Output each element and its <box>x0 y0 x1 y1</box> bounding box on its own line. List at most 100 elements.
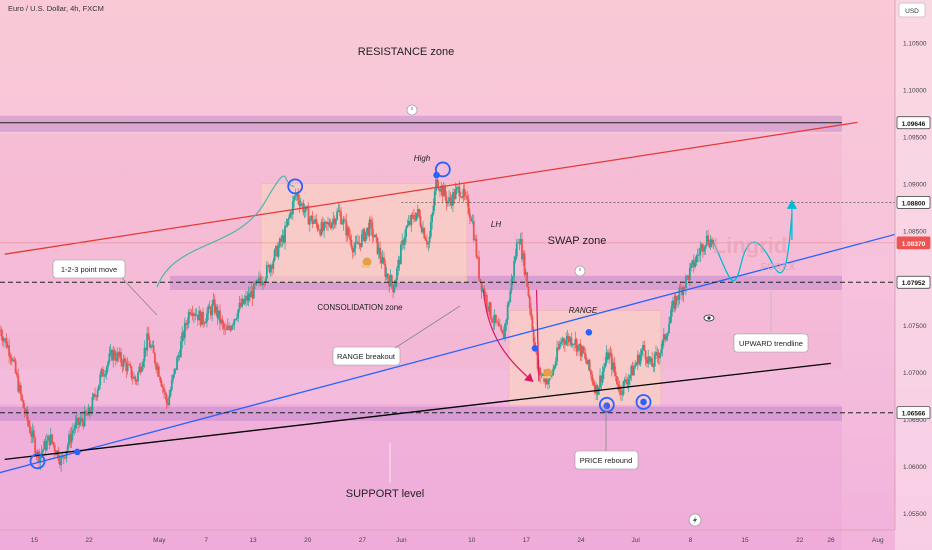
candle <box>182 330 185 342</box>
candle <box>587 359 590 371</box>
candle <box>349 229 352 245</box>
price-tick-label: 1.07500 <box>903 323 927 330</box>
candle <box>350 234 353 250</box>
candle <box>405 225 408 243</box>
time-axis: 15 22 May 7 13 20 27 Jun 10 17 24 Jul 8 15 22 26 Aug <box>31 537 884 544</box>
upward-trendline <box>0 233 896 474</box>
candle <box>13 356 16 363</box>
candle <box>625 373 627 385</box>
candle <box>498 319 501 327</box>
candle <box>222 321 225 335</box>
candle <box>264 276 267 286</box>
candle <box>636 350 639 371</box>
candle <box>241 294 244 309</box>
candle <box>368 216 371 241</box>
candle <box>370 215 372 229</box>
candle <box>168 389 171 406</box>
candle <box>49 427 52 446</box>
candle <box>632 362 635 376</box>
candle <box>431 212 434 230</box>
candle <box>505 318 508 331</box>
candle <box>82 418 85 430</box>
candle <box>556 340 558 366</box>
candle <box>221 315 224 330</box>
candle <box>355 235 358 244</box>
candle <box>657 349 660 365</box>
candle <box>509 288 512 303</box>
candle <box>70 426 73 448</box>
candle <box>213 294 216 315</box>
candle <box>19 382 22 401</box>
candle <box>445 191 448 211</box>
candle <box>0 326 3 340</box>
alert-clock-icon-2[interactable] <box>574 265 586 277</box>
price-level-tag-label: 1.08370 <box>902 241 926 248</box>
candle <box>75 413 78 429</box>
candle <box>649 356 652 365</box>
candle <box>187 309 190 329</box>
candle <box>68 430 70 449</box>
candle <box>196 314 199 326</box>
currency-label: USD <box>905 8 919 15</box>
time-tick-label: May <box>153 537 166 544</box>
candle <box>457 185 460 193</box>
candle <box>170 374 173 392</box>
lightning-icon[interactable] <box>688 513 702 527</box>
trend-touch-2 <box>531 345 539 352</box>
candle <box>30 427 33 444</box>
candle <box>278 237 281 248</box>
candle <box>397 255 400 276</box>
drop-line <box>535 289 540 382</box>
candle <box>342 215 345 231</box>
candle <box>652 363 655 372</box>
candle <box>622 380 625 397</box>
candle <box>388 274 391 293</box>
candle <box>574 331 577 349</box>
candle <box>699 241 702 263</box>
candle <box>172 374 175 384</box>
candle <box>597 386 600 396</box>
candle <box>5 333 8 349</box>
candle <box>439 188 441 198</box>
candle <box>471 214 474 225</box>
candle <box>526 271 529 288</box>
candle <box>402 238 405 249</box>
time-tick-label: 10 <box>468 537 476 544</box>
candle <box>121 359 124 373</box>
candle <box>606 349 609 360</box>
candle <box>83 405 86 428</box>
candle <box>446 200 449 207</box>
candle <box>204 318 207 324</box>
currency-badge[interactable] <box>898 2 926 18</box>
candle <box>562 337 565 349</box>
candle <box>466 190 469 207</box>
candle <box>432 198 435 217</box>
candle <box>269 263 272 277</box>
candle <box>531 314 534 332</box>
candle <box>294 188 297 200</box>
range-breakout-label: RANGE breakout <box>337 352 396 361</box>
candle <box>308 216 311 232</box>
alert-clock-icon[interactable] <box>406 104 418 116</box>
candle <box>314 215 316 224</box>
candle <box>259 273 262 287</box>
candle <box>651 351 654 367</box>
candle <box>656 347 659 363</box>
time-tick-label: 27 <box>359 537 367 544</box>
candle <box>113 347 116 361</box>
candle <box>143 340 146 368</box>
candle <box>392 283 394 299</box>
candle <box>21 394 24 402</box>
candle <box>9 352 12 365</box>
candle <box>254 281 257 290</box>
candle <box>198 305 201 321</box>
candle <box>506 301 509 326</box>
candle <box>185 319 188 331</box>
candle <box>371 217 374 244</box>
candle <box>177 352 180 362</box>
candle <box>354 235 357 256</box>
candle <box>64 457 66 460</box>
candle <box>380 251 383 269</box>
